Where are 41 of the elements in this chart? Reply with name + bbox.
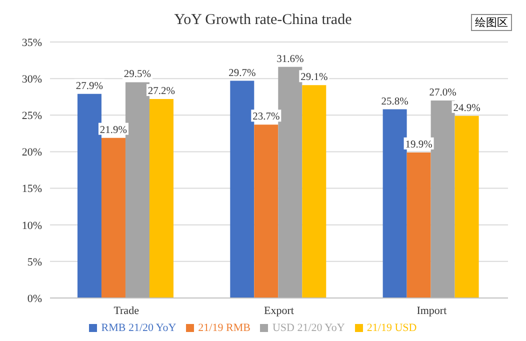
bar [101,138,126,298]
legend-label: 21/19 RMB [198,322,250,334]
x-tick-label: Export [264,304,294,317]
bar [230,80,254,298]
data-label: 23.7% [252,112,280,123]
bar [278,66,302,298]
y-tick-label: 15% [22,183,42,196]
data-label: 29.7% [228,68,256,79]
legend-label: 21/19 USD [366,322,417,334]
text: 绘图区 [471,14,512,31]
x-tick-label: Import [416,304,447,317]
chart-title: YoY Growth rate-China trade [174,12,352,28]
data-label: 24.9% [453,102,481,114]
y-tick-label: 5% [27,256,42,268]
y-tick-label: 20% [22,146,42,159]
data-label: 21.9% [100,124,128,136]
data-label: 27.2% [148,86,176,98]
y-tick-label: 30% [22,73,42,86]
bar [302,85,326,298]
legend-label: RMB 21/20 YoY [101,322,176,334]
bar [430,100,455,298]
legend-label: USD 21/20 YoY [272,322,345,334]
data-label: 19.9% [405,139,433,150]
bar [406,152,431,298]
x-tick-label: Trade [114,304,140,317]
data-label: 27.9% [76,80,104,92]
bar [454,116,479,298]
bar [382,109,407,298]
y-tick-label: 0% [27,292,42,305]
y-tick-label: 10% [22,220,42,232]
y-tick-label: 25% [22,110,42,122]
bar [125,82,150,298]
data-label: 31.6% [276,54,304,65]
data-label: 29.1% [300,72,328,84]
y-tick-label: 35% [22,36,42,49]
data-label: 25.8% [381,96,409,108]
bar [77,94,102,298]
bar [254,124,278,298]
data-label: 27.0% [429,88,457,99]
data-label: 29.5% [124,69,152,80]
bar [149,99,174,298]
